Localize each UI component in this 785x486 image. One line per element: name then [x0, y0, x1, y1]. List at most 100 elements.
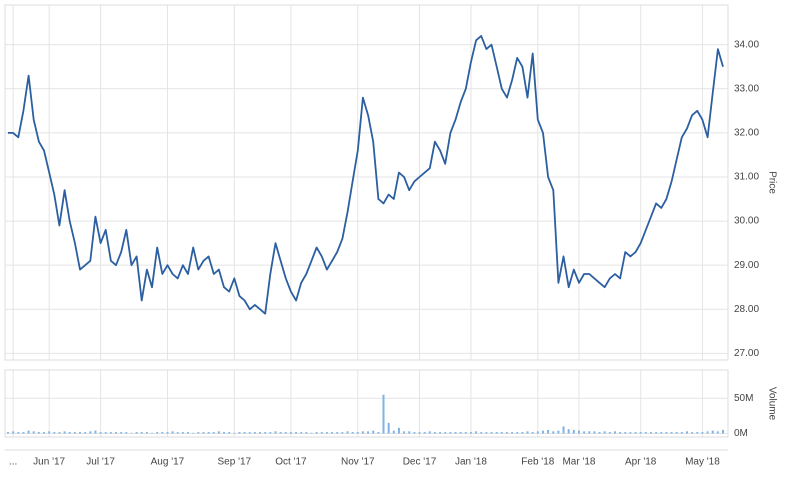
volume-bar: [171, 431, 174, 434]
volume-bar: [145, 432, 148, 434]
volume-bar: [43, 432, 46, 434]
volume-bar: [305, 432, 308, 434]
volume-bar: [115, 432, 118, 434]
y-axis-label: Volume: [766, 387, 777, 421]
volume-bar: [423, 432, 426, 434]
volume-bar: [691, 432, 694, 434]
volume-bar: [644, 432, 647, 434]
volume-bar: [351, 432, 354, 434]
x-tick-label: Jan '18: [455, 457, 487, 468]
volume-bar: [665, 432, 668, 434]
plot-frame: [4, 4, 729, 361]
volume-bar: [531, 432, 534, 434]
volume-bar: [89, 431, 92, 434]
volume-bar: [639, 432, 642, 434]
volume-bar: [439, 432, 442, 434]
x-tick-label: Jun '17: [33, 457, 65, 468]
volume-bar: [130, 432, 133, 434]
volume-bar: [418, 432, 421, 434]
volume-bar: [233, 432, 236, 434]
volume-bar: [670, 432, 673, 434]
volume-bar: [125, 432, 128, 434]
volume-bar: [469, 432, 472, 434]
volume-bar: [624, 432, 627, 434]
volume-bar: [279, 432, 282, 434]
volume-bar: [79, 432, 82, 434]
x-tick-label: Jul '17: [86, 457, 115, 468]
volume-bar: [7, 432, 9, 434]
volume-bar: [541, 430, 544, 434]
volume-bar: [680, 432, 683, 434]
volume-bar: [372, 430, 375, 434]
y-tick-label: 29.00: [734, 260, 759, 271]
volume-bar: [181, 432, 184, 434]
price-line: [8, 35, 724, 315]
y-tick-label: 33.00: [734, 83, 759, 94]
volume-bar: [53, 432, 56, 434]
volume-bar: [444, 432, 447, 434]
volume-bar: [156, 432, 159, 434]
volume-bar: [17, 432, 20, 434]
volume-bar: [284, 432, 287, 434]
volume-bar: [716, 431, 719, 434]
volume-bar: [490, 432, 493, 434]
volume-bar: [27, 430, 30, 434]
volume-bar: [22, 432, 25, 434]
x-tick-label: Oct '17: [275, 457, 307, 468]
volume-bar: [572, 429, 575, 434]
volume-bar: [94, 430, 97, 434]
volume-bar: [109, 432, 112, 434]
volume-bar: [356, 432, 359, 434]
volume-bar: [48, 431, 51, 434]
volume-bar: [192, 432, 195, 434]
volume-bar: [526, 431, 529, 434]
volume-bar: [84, 432, 87, 434]
volume-bar: [685, 431, 688, 434]
y-tick-label: 50M: [734, 393, 753, 404]
y-tick-label: 31.00: [734, 172, 759, 183]
volume-bar: [603, 431, 606, 434]
volume-bar: [310, 432, 313, 434]
volume-bar: [120, 432, 123, 434]
volume-bar: [104, 432, 107, 434]
volume-bar: [202, 432, 205, 434]
volume-bar: [660, 432, 663, 434]
volume-bar: [212, 432, 215, 434]
volume-bar: [547, 429, 550, 434]
x-tick-label: ...: [9, 457, 17, 468]
volume-bar: [706, 431, 709, 434]
volume-bar: [259, 432, 262, 434]
x-tick-label: Sep '17: [218, 457, 252, 468]
volume-bar: [320, 432, 323, 434]
volume-bar: [696, 432, 699, 434]
volume-bar: [433, 432, 436, 434]
volume-bar: [331, 432, 334, 434]
volume-bar: [248, 432, 251, 434]
x-tick-label: Aug '17: [151, 457, 185, 468]
volume-bar: [577, 430, 580, 434]
volume-bar: [408, 431, 411, 434]
volume-bar: [315, 432, 318, 434]
volume-bar: [140, 432, 143, 434]
volume-bar: [505, 432, 508, 434]
volume-bar: [176, 432, 179, 434]
volume-bar: [459, 432, 462, 434]
y-tick-label: 0M: [734, 428, 748, 439]
volume-bar: [367, 431, 370, 434]
volume-bar: [228, 432, 231, 434]
volume-bar: [73, 432, 76, 434]
volume-bar: [151, 432, 154, 434]
volume-bar: [289, 432, 292, 434]
volume-bar: [346, 431, 349, 434]
volume-bar: [166, 432, 169, 434]
volume-bar: [711, 430, 714, 434]
volume-bar: [32, 431, 35, 434]
x-tick-label: Dec '17: [403, 457, 437, 468]
volume-bar: [567, 429, 570, 434]
volume-bar: [392, 430, 395, 434]
volume-bar: [197, 432, 200, 434]
volume-bar: [562, 426, 565, 434]
x-tick-label: Nov '17: [341, 457, 375, 468]
volume-bar: [300, 432, 303, 434]
volume-bar: [629, 432, 632, 434]
